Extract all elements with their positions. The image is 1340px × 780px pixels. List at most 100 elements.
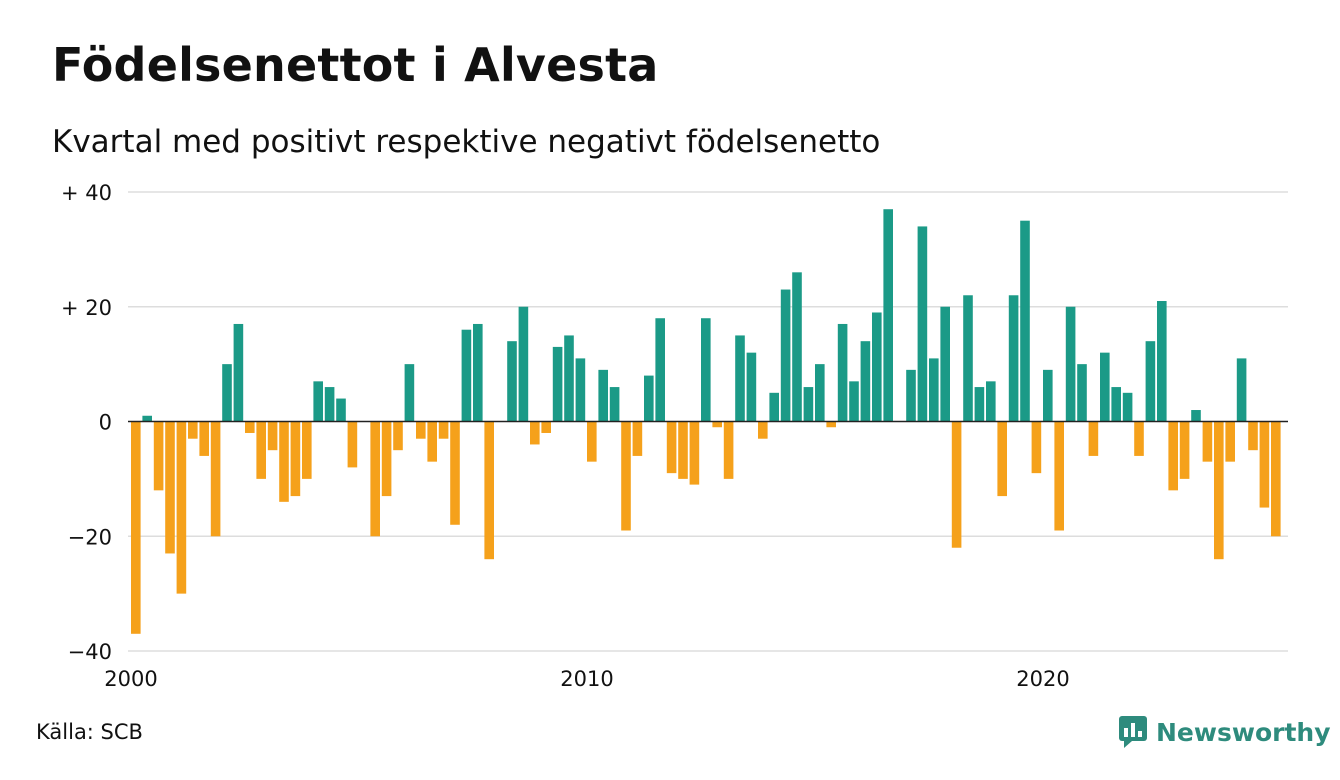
bar [1122,392,1133,422]
bar [1065,306,1076,422]
bar [1225,421,1235,462]
bar [324,387,335,422]
bar [507,341,517,422]
bar [632,421,643,456]
bar [929,358,939,422]
newsworthy-logo[interactable]: Newsworthy [1118,712,1331,752]
bar [997,421,1007,497]
bar [1134,421,1144,456]
bar [564,335,574,422]
bar [1179,421,1190,479]
y-axis-ticks: + 40 + 20 0 −20 −40 [61,181,112,664]
bar [769,392,779,422]
bar [199,421,209,456]
bar [347,421,358,468]
bar [552,346,563,422]
bar [849,381,859,422]
bar [1008,295,1019,422]
bar [302,421,312,479]
bar [313,381,323,422]
bar [917,226,928,422]
bar [780,289,791,422]
y-tick-label: 0 [99,411,112,435]
bar [826,421,836,428]
bar [222,364,232,422]
bar [803,387,814,422]
source-note: Källa: SCB [36,720,143,744]
bar [587,421,597,462]
bar [1077,364,1087,422]
bar [792,272,802,422]
bar [746,352,757,422]
bar [541,421,551,433]
bar [1111,387,1121,422]
bar [1031,421,1042,474]
bar [1214,421,1224,560]
grid-lines [128,191,1288,652]
bar [438,421,449,439]
bar [963,295,973,422]
bar [165,421,175,554]
bar [655,318,665,422]
bar [1157,301,1167,422]
bar [176,421,187,594]
bar [153,421,164,491]
bar [644,375,654,422]
bar [883,209,893,422]
bar [735,335,745,422]
bar [815,364,825,422]
bar [290,421,301,497]
bar [598,369,608,422]
bar [1191,410,1201,422]
bar [1168,421,1178,491]
y-tick-label: + 40 [61,181,112,205]
bar [210,421,221,537]
bar [131,421,141,634]
bar [1088,421,1099,456]
bar [233,323,244,422]
bar [860,341,871,422]
x-tick-label: 2020 [1016,667,1069,691]
bar [1259,421,1270,508]
bar [256,421,266,479]
bar [1271,421,1281,537]
bar [1236,358,1247,422]
bar [1043,369,1053,422]
bar [701,318,711,422]
bar [279,421,289,502]
bar [427,421,437,462]
bar [872,312,882,422]
y-tick-label: + 20 [61,296,112,320]
y-tick-label: −40 [68,640,112,664]
bar [267,421,278,451]
bar [518,306,529,422]
bar [974,387,985,422]
bar [404,364,415,422]
bar [450,421,460,525]
bar [393,421,403,451]
bar [416,421,426,439]
bar [951,421,962,548]
bar [666,421,677,474]
bar [1145,341,1156,422]
bar [837,323,848,422]
x-tick-label: 2010 [560,667,613,691]
chart-subtitle: Kvartal med positivt respektive negativt… [52,124,881,160]
bar [142,415,152,422]
bar [712,421,722,428]
bar [906,369,916,422]
bar [1054,421,1064,531]
newsworthy-chart-bubble-icon [1119,716,1147,748]
bar [530,421,540,445]
chart-title: Födelsenettot i Alvesta [52,38,659,92]
bar [461,329,472,422]
y-tick-label: −20 [68,525,112,549]
bar [621,421,631,531]
bar [245,421,255,433]
bar [609,387,620,422]
bar [678,421,688,479]
bar [1248,421,1258,451]
bar [940,306,950,422]
bar [381,421,392,497]
